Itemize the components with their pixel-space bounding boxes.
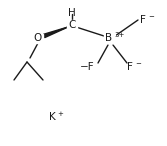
Text: −: − <box>135 61 141 67</box>
Text: −F: −F <box>80 62 94 72</box>
Text: H: H <box>68 8 76 18</box>
Polygon shape <box>43 27 68 38</box>
Text: +: + <box>57 111 63 117</box>
Text: F: F <box>127 62 133 72</box>
Bar <box>33 33 43 42</box>
Bar <box>104 33 115 42</box>
Text: F: F <box>140 15 146 25</box>
Text: K: K <box>49 112 55 122</box>
Text: −: − <box>148 14 154 20</box>
Text: 3+: 3+ <box>114 32 124 38</box>
Text: O: O <box>34 33 42 43</box>
Text: C: C <box>68 20 76 30</box>
Text: B: B <box>105 33 113 43</box>
Bar <box>67 20 77 28</box>
